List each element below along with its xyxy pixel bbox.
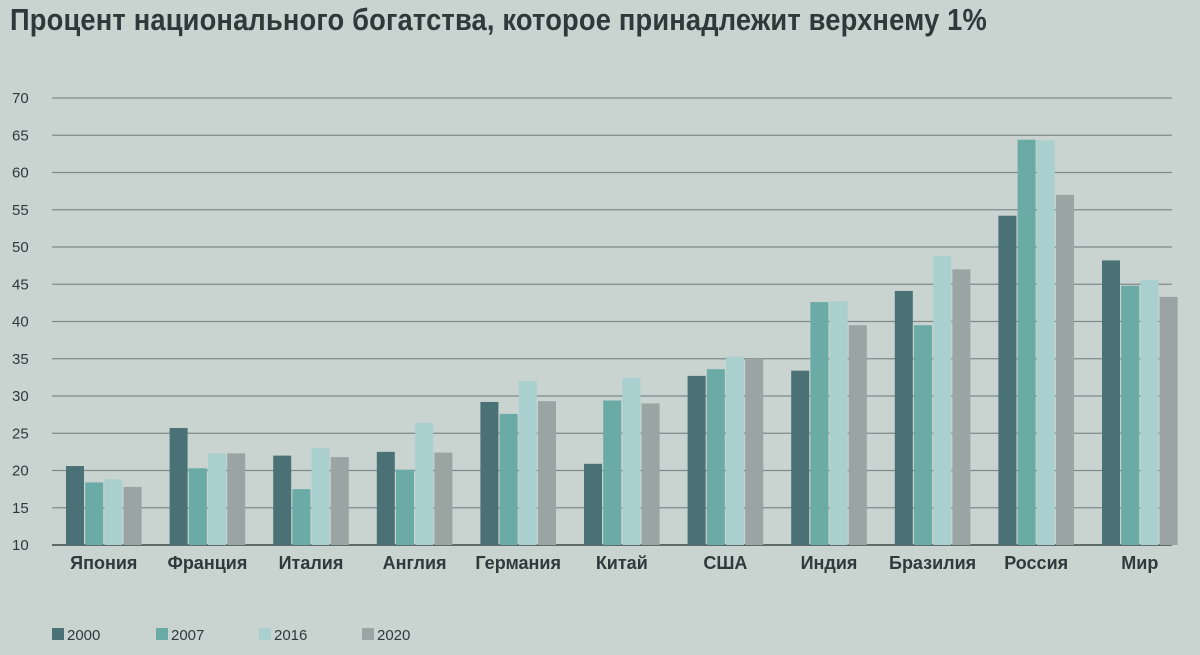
bar-Индия-2007 [810, 302, 829, 545]
bar-Китай-2007 [603, 400, 622, 545]
y-tick-label: 15 [12, 500, 29, 517]
legend-label: 2000 [67, 627, 100, 644]
bar-Индия-2020 [848, 325, 867, 545]
y-tick-label: 55 [12, 202, 29, 219]
bar-Китай-2000 [584, 463, 602, 545]
y-tick-label: 50 [12, 239, 29, 256]
bar-Германия-2016 [518, 381, 537, 545]
bar-Бразилия-2020 [952, 269, 971, 545]
bar-Мир-2016 [1140, 279, 1159, 545]
bar-Германия-2000 [480, 401, 499, 545]
bar-Китай-2020 [641, 403, 660, 545]
bar-США-2020 [745, 358, 764, 545]
bar-США-2016 [726, 356, 744, 545]
category-label: Китай [596, 553, 648, 573]
bar-Мир-2020 [1159, 296, 1178, 545]
category-label: Германия [475, 553, 561, 573]
category-label: Бразилия [889, 553, 976, 573]
legend: 2000 2007 2016 2020 [52, 627, 410, 644]
bar-Бразилия-2016 [933, 255, 952, 545]
bar-Россия-2020 [1056, 194, 1074, 545]
bar-Англия-2016 [415, 422, 434, 545]
bar-Германия-2007 [499, 413, 518, 545]
y-tick-label: 65 [12, 127, 29, 144]
bar-Германия-2020 [538, 401, 556, 545]
category-label: Франция [167, 553, 247, 573]
bar-Бразилия-2000 [894, 290, 913, 545]
bar-Япония-2007 [85, 482, 104, 545]
bar-Франция-2020 [227, 453, 246, 545]
y-tick-label: 45 [12, 276, 29, 293]
legend-swatch [52, 628, 64, 640]
y-tick-label: 25 [12, 425, 29, 442]
category-label: США [703, 553, 747, 573]
y-tick-label: 20 [12, 463, 29, 480]
bar-Франция-2000 [169, 428, 188, 545]
category-label: Англия [383, 553, 447, 573]
legend-label: 2007 [171, 627, 204, 644]
category-labels: Япония Франция Италия Англия Германия Китай СШ… [70, 553, 1158, 573]
legend-swatch [156, 628, 168, 640]
bar-Япония-2000 [66, 466, 84, 545]
bar-Россия-2016 [1036, 140, 1055, 545]
bar-США-2007 [706, 369, 725, 545]
bar-Италия-2007 [292, 489, 311, 545]
bar-Англия-2000 [376, 451, 395, 545]
category-label: Мир [1121, 553, 1158, 573]
legend-swatch [259, 628, 271, 640]
category-label: Япония [70, 553, 137, 573]
bar-Мир-2007 [1121, 285, 1140, 545]
y-tick-label: 10 [12, 537, 29, 554]
y-tick-label: 35 [12, 351, 29, 368]
bar-Мир-2000 [1102, 260, 1120, 545]
bar-Китай-2016 [622, 378, 641, 545]
legend-label: 2016 [274, 627, 307, 644]
bar-Индия-2000 [791, 370, 810, 545]
bar-Франция-2016 [208, 453, 226, 545]
bar-Англия-2020 [434, 452, 453, 545]
bar-Россия-2000 [998, 215, 1017, 545]
bars [66, 139, 1178, 545]
bar-Англия-2007 [396, 469, 414, 545]
bar-Индия-2016 [829, 301, 848, 545]
bar-Россия-2007 [1017, 139, 1036, 545]
legend-swatch [362, 628, 374, 640]
bar-США-2000 [687, 375, 706, 545]
y-tick-label: 70 [12, 90, 29, 107]
y-tick-label: 60 [12, 165, 29, 182]
chart-title: Процент национального богатства, которое… [10, 2, 987, 37]
legend-label: 2020 [377, 627, 410, 644]
y-tick-label: 30 [12, 388, 29, 405]
y-axis-ticks: 10 15 20 25 30 35 40 45 50 55 60 65 70 [12, 90, 29, 554]
bar-Франция-2007 [188, 468, 207, 545]
bar-Япония-2016 [104, 479, 123, 545]
category-label: Россия [1004, 553, 1068, 573]
bar-Италия-2016 [311, 448, 330, 545]
bar-Италия-2020 [330, 457, 349, 545]
category-label: Италия [279, 553, 344, 573]
bar-Бразилия-2007 [914, 325, 932, 545]
bar-Италия-2000 [273, 455, 292, 545]
y-tick-label: 40 [12, 314, 29, 331]
category-label: Индия [801, 553, 858, 573]
bar-Япония-2020 [123, 486, 142, 545]
